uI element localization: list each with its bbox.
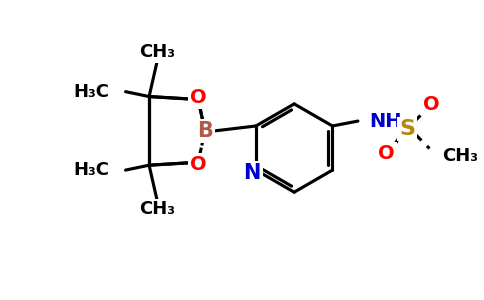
Text: O: O [378,144,394,163]
Text: CH₃: CH₃ [139,200,175,218]
Text: S: S [399,119,415,139]
Text: B: B [197,121,213,141]
Text: H₃C: H₃C [74,161,110,179]
Text: N: N [243,163,261,183]
Text: O: O [190,155,207,174]
Text: CH₃: CH₃ [139,44,175,62]
Text: O: O [423,95,440,114]
Text: CH₃: CH₃ [442,147,478,165]
Text: H₃C: H₃C [74,83,110,101]
Text: O: O [190,88,207,107]
Text: NH: NH [370,112,402,130]
